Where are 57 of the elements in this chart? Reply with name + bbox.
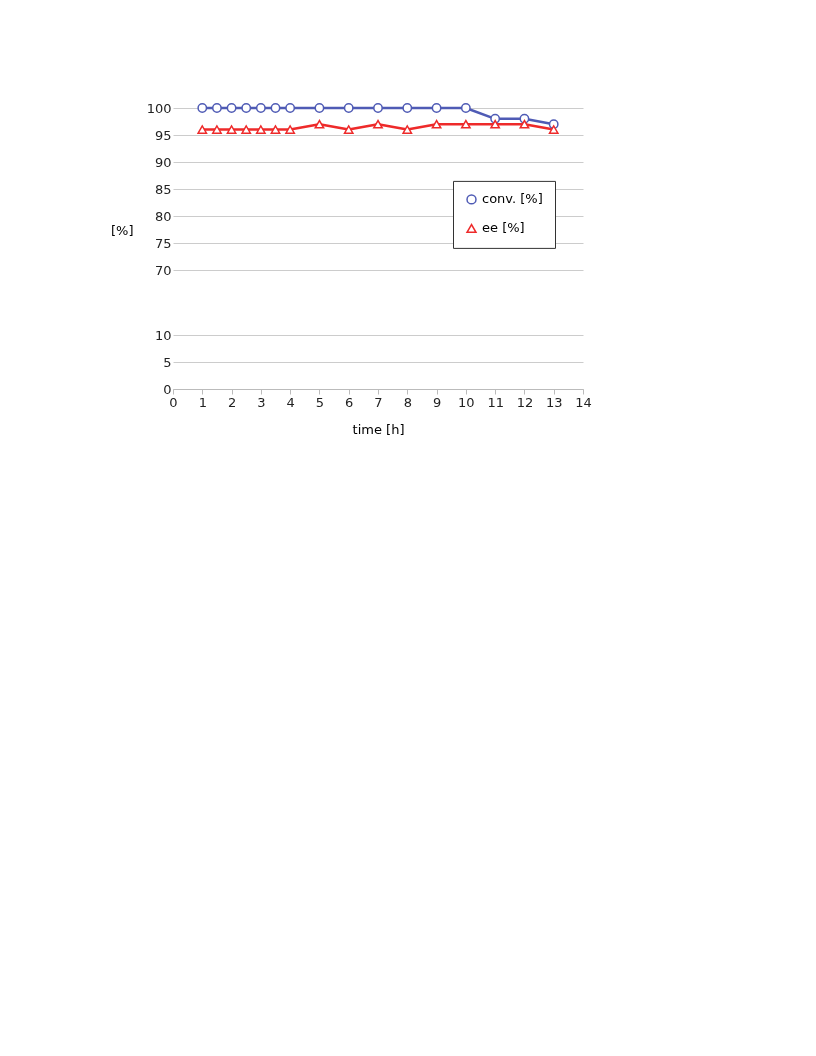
point — [519, 119, 530, 129]
point — [314, 103, 325, 113]
x-tick-label: 1 — [198, 394, 207, 410]
x-tick-label: 11 — [487, 394, 504, 410]
x-tick-label: 4 — [286, 394, 295, 410]
point — [255, 125, 266, 134]
point — [241, 103, 252, 113]
x-tick-label: 8 — [403, 394, 412, 410]
legend-label: ee [%] — [482, 220, 525, 236]
y-tick-label: 95 — [154, 127, 172, 143]
x-tick-label: 5 — [315, 394, 325, 410]
point — [460, 103, 471, 113]
point — [285, 103, 296, 113]
y-tick-label: 10 — [154, 327, 172, 343]
y-tick-label: 85 — [154, 181, 172, 197]
point — [431, 103, 442, 113]
point — [285, 125, 296, 134]
x-tick-label: 12 — [516, 394, 534, 410]
y-tick-label: 80 — [154, 208, 172, 224]
y-tick-label: 70 — [154, 262, 172, 278]
y-axis-title: [%] — [111, 223, 134, 239]
point — [255, 103, 266, 113]
point — [460, 119, 471, 129]
y-tick-label: 5 — [163, 354, 172, 370]
point — [343, 125, 354, 134]
point — [314, 119, 325, 129]
y-tick-label: 100 — [146, 100, 172, 116]
x-tick-label: 13 — [545, 394, 563, 410]
point — [226, 125, 237, 134]
x-tick-label: 2 — [227, 394, 237, 410]
y-tick-label: 0 — [163, 381, 172, 397]
point — [226, 103, 237, 113]
legend-label: conv. [%] — [482, 191, 543, 207]
x-tick-label: 14 — [575, 394, 592, 410]
point — [241, 125, 252, 134]
x-tick-label: 9 — [432, 394, 442, 410]
point — [548, 125, 559, 134]
point — [212, 125, 222, 134]
point — [490, 119, 501, 129]
point — [212, 103, 222, 113]
point — [197, 125, 208, 134]
point — [270, 103, 281, 113]
y-tick-label: 75 — [154, 235, 172, 251]
x-axis-title: time [h] — [352, 421, 405, 437]
point — [270, 125, 281, 134]
x-tick-label: 6 — [345, 394, 354, 410]
point — [431, 119, 442, 129]
point — [343, 103, 354, 113]
point — [373, 119, 383, 129]
y-tick-label: 90 — [154, 154, 172, 170]
point — [402, 125, 413, 134]
x-tick-label: 3 — [257, 394, 266, 410]
x-tick-label: 10 — [458, 394, 475, 410]
point — [373, 103, 383, 113]
point — [402, 103, 413, 113]
point — [197, 103, 208, 113]
x-tick-label: 7 — [374, 394, 383, 410]
